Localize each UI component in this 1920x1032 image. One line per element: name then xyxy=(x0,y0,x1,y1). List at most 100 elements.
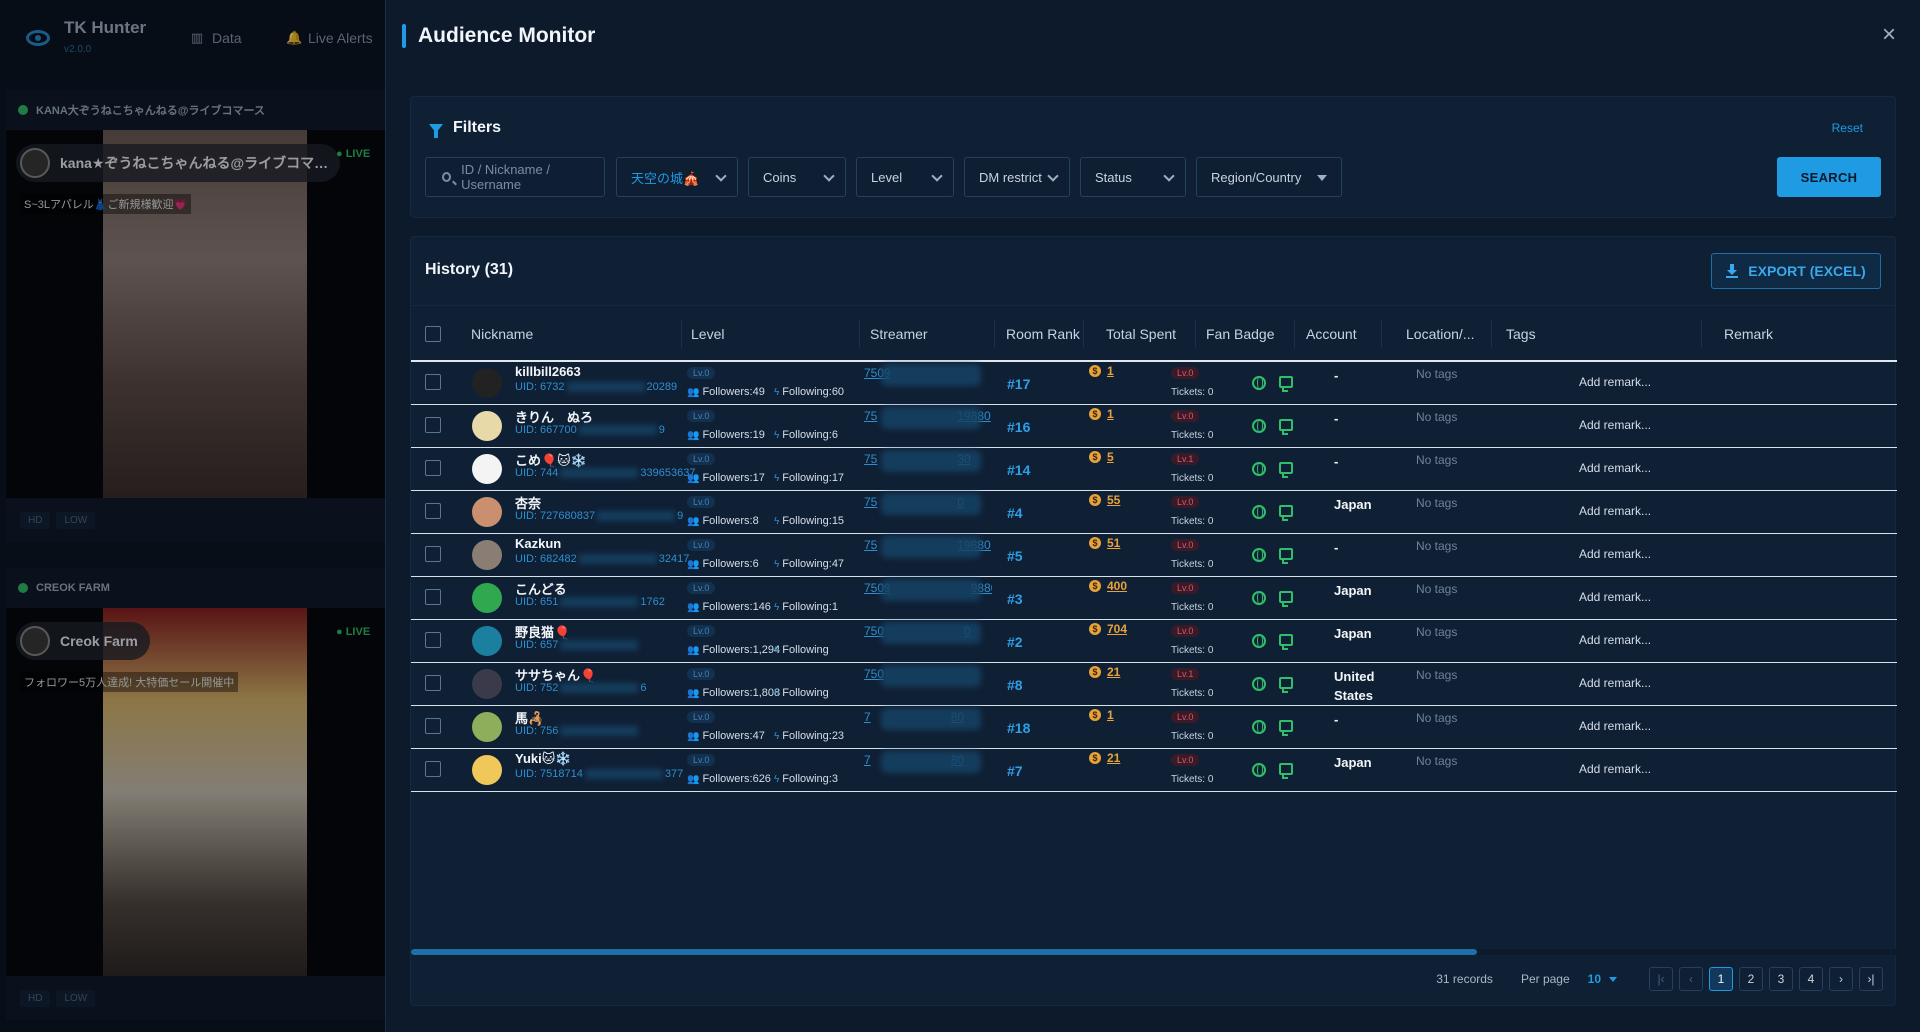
page-3-button[interactable]: 3 xyxy=(1769,967,1793,991)
add-remark-button[interactable]: Add remark... xyxy=(1579,590,1652,604)
total-spent[interactable]: $1 xyxy=(1089,407,1114,421)
select-all-checkbox[interactable] xyxy=(425,326,441,342)
globe-icon[interactable] xyxy=(1252,677,1266,691)
stream-video[interactable]: Creok Farm フォロワー5万人達成! 大特価セール開催中 ● LIVE xyxy=(6,608,386,976)
scrollbar-thumb[interactable] xyxy=(411,949,1477,955)
streamer-link[interactable]: 750 xyxy=(864,667,885,681)
add-remark-button[interactable]: Add remark... xyxy=(1579,504,1652,518)
page-1-button[interactable]: 1 xyxy=(1709,967,1733,991)
row-checkbox[interactable] xyxy=(425,761,441,777)
total-spent[interactable]: $1 xyxy=(1089,708,1114,722)
message-icon[interactable] xyxy=(1279,634,1293,650)
globe-icon[interactable] xyxy=(1252,591,1266,605)
row-checkbox[interactable] xyxy=(425,675,441,691)
uid[interactable]: UID: 682482 32417 xyxy=(515,553,690,565)
globe-icon[interactable] xyxy=(1252,634,1266,648)
page-4-button[interactable]: 4 xyxy=(1799,967,1823,991)
total-spent[interactable]: $21 xyxy=(1089,751,1120,765)
row-checkbox[interactable] xyxy=(425,632,441,648)
reset-button[interactable]: Reset xyxy=(1831,121,1863,135)
globe-icon[interactable] xyxy=(1252,419,1266,433)
uid[interactable]: UID: 744 339653637 xyxy=(515,467,696,479)
col-account[interactable]: Account xyxy=(1306,326,1357,342)
stream-video[interactable]: kana★ぞうねこちゃんねる@ライブコマ… S~3Lアパレル👗ご新規様歓迎💗 ●… xyxy=(6,130,386,498)
dm-restrict-select[interactable]: DM restrict xyxy=(964,157,1070,197)
page-2-button[interactable]: 2 xyxy=(1739,967,1763,991)
uid[interactable]: UID: 657 xyxy=(515,639,640,651)
horizontal-scrollbar[interactable] xyxy=(411,949,1897,955)
add-remark-button[interactable]: Add remark... xyxy=(1579,375,1652,389)
message-icon[interactable] xyxy=(1279,591,1293,607)
next-page-button[interactable]: › xyxy=(1829,967,1853,991)
row-checkbox[interactable] xyxy=(425,374,441,390)
uid[interactable]: UID: 667700 9 xyxy=(515,424,665,436)
globe-icon[interactable] xyxy=(1252,763,1266,777)
add-remark-button[interactable]: Add remark... xyxy=(1579,633,1652,647)
col-room-rank[interactable]: Room Rank xyxy=(1006,326,1080,342)
total-spent[interactable]: $704 xyxy=(1089,622,1127,636)
col-streamer[interactable]: Streamer xyxy=(870,326,928,342)
coins-select[interactable]: Coins xyxy=(748,157,846,197)
total-spent[interactable]: $55 xyxy=(1089,493,1120,507)
total-spent[interactable]: $5 xyxy=(1089,450,1114,464)
row-checkbox[interactable] xyxy=(425,417,441,433)
message-icon[interactable] xyxy=(1279,419,1293,435)
level-select[interactable]: Level xyxy=(856,157,954,197)
col-location[interactable]: Location/... xyxy=(1406,326,1475,342)
uid[interactable]: UID: 6732 20289 xyxy=(515,381,678,393)
add-remark-button[interactable]: Add remark... xyxy=(1579,676,1652,690)
globe-icon[interactable] xyxy=(1252,505,1266,519)
row-checkbox[interactable] xyxy=(425,546,441,562)
status-select[interactable]: Status xyxy=(1080,157,1186,197)
uid[interactable]: UID: 756 xyxy=(515,725,640,737)
per-page-select[interactable]: 10 xyxy=(1588,972,1617,986)
nav-live-alerts[interactable]: 🔔 Live Alerts xyxy=(286,30,373,46)
col-nickname[interactable]: Nickname xyxy=(471,326,534,342)
message-icon[interactable] xyxy=(1279,720,1293,736)
uid[interactable]: UID: 7518714 377 xyxy=(515,768,684,780)
room-select[interactable]: 天空の城🎪 xyxy=(616,157,738,197)
search-button[interactable]: SEARCH xyxy=(1777,157,1881,197)
col-tags[interactable]: Tags xyxy=(1506,326,1536,342)
uid[interactable]: UID: 727680837 9 xyxy=(515,510,684,522)
prev-page-button[interactable]: ‹ xyxy=(1679,967,1703,991)
row-checkbox[interactable] xyxy=(425,589,441,605)
add-remark-button[interactable]: Add remark... xyxy=(1579,719,1652,733)
message-icon[interactable] xyxy=(1279,505,1293,521)
col-total-spent[interactable]: Total Spent xyxy=(1106,326,1177,342)
nav-data[interactable]: ▥ Data xyxy=(190,30,242,46)
export-excel-button[interactable]: EXPORT (EXCEL) xyxy=(1711,253,1881,289)
quality-low-button[interactable]: LOW xyxy=(56,989,96,1007)
quality-low-button[interactable]: LOW xyxy=(56,511,96,529)
quality-hd-button[interactable]: HD xyxy=(20,989,51,1007)
uid[interactable]: UID: 651 1762 xyxy=(515,596,665,608)
message-icon[interactable] xyxy=(1279,548,1293,564)
search-input[interactable]: ID / Nickname / Username xyxy=(425,157,605,197)
add-remark-button[interactable]: Add remark... xyxy=(1579,418,1652,432)
add-remark-button[interactable]: Add remark... xyxy=(1579,461,1652,475)
col-fan-badge[interactable]: Fan Badge xyxy=(1206,326,1275,342)
close-button[interactable]: × xyxy=(1878,23,1900,47)
message-icon[interactable] xyxy=(1279,763,1293,779)
total-spent[interactable]: $400 xyxy=(1089,579,1127,593)
col-remark[interactable]: Remark xyxy=(1724,326,1774,342)
total-spent[interactable]: $1 xyxy=(1089,364,1114,378)
add-remark-button[interactable]: Add remark... xyxy=(1579,547,1652,561)
message-icon[interactable] xyxy=(1279,376,1293,392)
row-checkbox[interactable] xyxy=(425,503,441,519)
globe-icon[interactable] xyxy=(1252,548,1266,562)
quality-hd-button[interactable]: HD xyxy=(20,511,51,529)
globe-icon[interactable] xyxy=(1252,720,1266,734)
message-icon[interactable] xyxy=(1279,677,1293,693)
col-level[interactable]: Level xyxy=(691,326,725,342)
region-select[interactable]: Region/Country xyxy=(1196,157,1342,197)
message-icon[interactable] xyxy=(1279,462,1293,478)
add-remark-button[interactable]: Add remark... xyxy=(1579,762,1652,776)
globe-icon[interactable] xyxy=(1252,376,1266,390)
globe-icon[interactable] xyxy=(1252,462,1266,476)
row-checkbox[interactable] xyxy=(425,460,441,476)
last-page-button[interactable]: ›| xyxy=(1859,967,1883,991)
uid[interactable]: UID: 752 6 xyxy=(515,682,647,694)
total-spent[interactable]: $51 xyxy=(1089,536,1120,550)
row-checkbox[interactable] xyxy=(425,718,441,734)
